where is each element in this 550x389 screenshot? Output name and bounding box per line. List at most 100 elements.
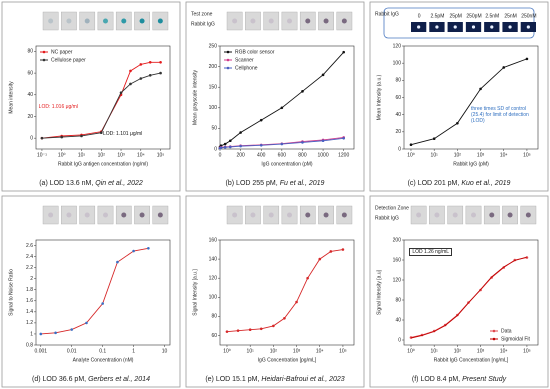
- data-point: [301, 141, 304, 144]
- data-point: [85, 321, 88, 325]
- test-zone: [139, 212, 145, 218]
- spot: [417, 25, 421, 29]
- x-tick-label: 10⁴: [500, 152, 508, 158]
- panel-border: [1, 1, 181, 192]
- data-point: [239, 144, 242, 148]
- x-tick-label: 10³: [477, 348, 485, 354]
- y-tick-label: 120: [393, 43, 402, 49]
- y-tick-label: 60: [395, 95, 401, 101]
- annotation-box: LOD: 1.016 μg/ml: [39, 104, 78, 110]
- caption-part: (b) LOD 255 pM,: [226, 180, 278, 187]
- legend-marker: [226, 58, 230, 62]
- test-zone: [103, 18, 108, 24]
- data-point: [301, 90, 304, 93]
- x-axis-label: IgG Concentration [pg/mL]: [258, 357, 317, 363]
- test-zone: [416, 212, 422, 218]
- x-tick-label: 10⁰: [223, 348, 231, 354]
- x-tick-label: 10¹: [247, 348, 255, 354]
- plot-frame: [403, 239, 539, 346]
- test-zone: [452, 212, 458, 218]
- y-tick-label: 150: [209, 85, 218, 91]
- x-tick-label: 10⁴: [500, 348, 508, 354]
- data-point: [229, 145, 232, 149]
- data-point: [259, 143, 263, 147]
- data-point: [479, 87, 482, 91]
- y-tick-label: 120: [209, 276, 218, 282]
- legend-marker: [226, 66, 230, 70]
- y-tick-label: 80: [395, 78, 401, 84]
- data-point: [456, 121, 459, 125]
- data-point: [342, 50, 345, 54]
- panel: (c) LOD 201 pM, Kuo et al., 2019 Rabbit Ig…: [369, 1, 549, 192]
- legend-marker: [492, 337, 496, 341]
- x-tick-label: 10⁴: [316, 348, 324, 354]
- test-zone: [232, 18, 238, 24]
- spot-label: 2.5pM: [430, 13, 444, 19]
- panel: (a) LOD 13.6 nM, Qin et al., 2022 0 20 40 60 8…: [1, 1, 181, 192]
- strip-label: Rabbit IgG: [191, 21, 215, 27]
- test-zone: [48, 18, 54, 24]
- test-zone: [489, 212, 495, 218]
- y-axis-label: Mean grayscale intensity: [192, 69, 198, 125]
- data-point: [239, 131, 242, 134]
- caption-part: Present Study: [462, 376, 506, 383]
- test-zone: [323, 18, 329, 24]
- legend-label: Sigmoidal Fit: [501, 336, 531, 342]
- data-point: [119, 91, 123, 94]
- x-tick-label: 10⁻¹: [37, 152, 47, 158]
- spot-label: 0: [418, 13, 421, 19]
- x-tick-label: 10⁵: [157, 152, 165, 158]
- legend-label: RGB color sensor: [235, 49, 275, 55]
- series-line: [219, 51, 345, 148]
- data-point: [280, 142, 284, 146]
- data-point: [321, 73, 325, 77]
- annotation-box: LOD: 1.101 μg/ml: [103, 131, 142, 137]
- data-point: [148, 73, 152, 77]
- panel-border: [1, 195, 181, 388]
- y-tick-label: 0: [214, 146, 217, 152]
- y-tick-label: 1.4: [26, 309, 33, 315]
- test-zone: [268, 212, 274, 218]
- test-zone: [287, 212, 292, 218]
- test-zone: [66, 18, 72, 24]
- y-axis-label: Signal Intensity [a.u.]: [192, 269, 198, 316]
- plot-frame: [219, 239, 355, 346]
- spot-label: 2.5nM: [485, 13, 499, 19]
- caption: (c) LOD 201 pM, Kuo et al., 2019: [408, 180, 511, 187]
- test-zone: [139, 18, 145, 24]
- plot-frame: [35, 239, 171, 346]
- x-tick-label: 10²: [454, 348, 462, 354]
- x-tick-label: 1200: [338, 152, 349, 158]
- data-point: [409, 143, 413, 147]
- spot: [453, 25, 457, 29]
- test-zone: [121, 18, 127, 24]
- data-point: [80, 134, 83, 138]
- caption-part: Fu et al., 2019: [280, 180, 325, 187]
- panel-border: [369, 195, 549, 388]
- spot-label: 25nM: [504, 13, 517, 19]
- x-tick-label: 0.01: [67, 348, 77, 354]
- strip-label: Rabbit IgG: [375, 215, 399, 221]
- y-tick-label: 100: [209, 105, 218, 111]
- x-tick-label: 10: [162, 348, 168, 354]
- y-axis-label: Signal to Noise Ratio: [8, 269, 14, 316]
- data-point: [321, 139, 325, 143]
- y-tick-label: 0.8: [26, 342, 33, 348]
- legend-label: Scanner: [235, 57, 254, 63]
- strip-label: Test zone: [191, 11, 213, 17]
- y-tick-label: 0: [398, 146, 401, 152]
- spot: [490, 25, 494, 29]
- test-zone: [66, 212, 72, 218]
- y-tick-label: 140: [209, 256, 218, 262]
- data-point: [101, 302, 104, 305]
- annotation-box: three times SD of control (25.4) for lim…: [471, 106, 529, 124]
- data-point: [259, 118, 263, 122]
- test-zone: [232, 212, 238, 218]
- caption-part: Kuo et al., 2019: [461, 180, 510, 187]
- y-tick-label: 20: [395, 129, 401, 135]
- caption-part: (a) LOD 13.6 nM,: [39, 180, 93, 187]
- legend-label: NC paper: [51, 49, 73, 55]
- x-axis-label: Analyte Concentration (nM): [73, 357, 134, 363]
- data-point: [40, 136, 44, 140]
- test-zone: [84, 18, 90, 24]
